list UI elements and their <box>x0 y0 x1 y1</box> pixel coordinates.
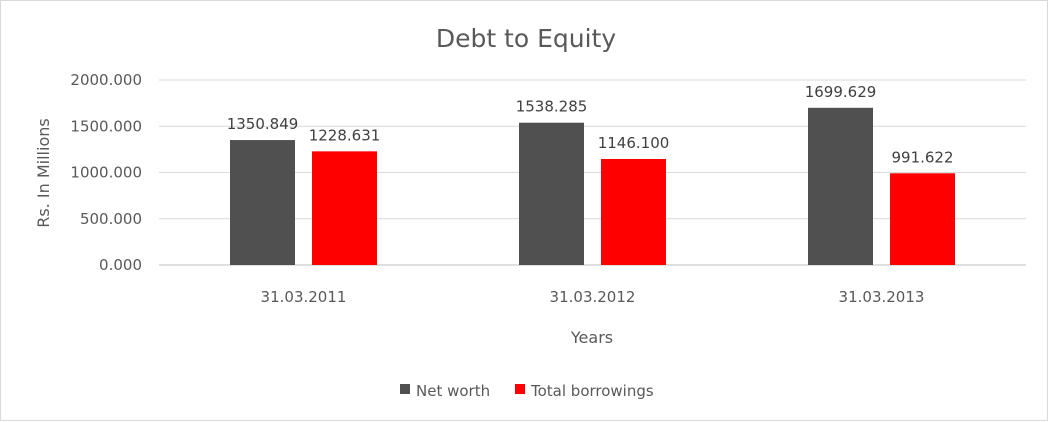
data-label: 1228.631 <box>309 126 381 144</box>
data-label: 1350.849 <box>227 115 299 133</box>
gridlines <box>159 79 1026 266</box>
x-axis-title: Years <box>570 328 613 347</box>
legend-swatch <box>400 384 410 394</box>
legend-label: Total borrowings <box>530 382 654 400</box>
y-tick-label: 0.000 <box>99 256 142 274</box>
x-tick-label: 31.03.2011 <box>261 288 347 306</box>
bar <box>808 107 873 265</box>
y-tick-label: 2000.000 <box>70 71 142 89</box>
x-axis-ticks: 31.03.2011 31.03.2012 31.03.2013 <box>261 288 925 306</box>
bar <box>230 140 295 265</box>
x-tick-label: 31.03.2013 <box>839 288 925 306</box>
y-tick-label: 500.000 <box>80 210 142 228</box>
y-axis-title: Rs. In Millions <box>34 118 53 227</box>
bars <box>230 107 955 265</box>
legend-label: Net worth <box>416 382 490 400</box>
chart-title: Debt to Equity <box>436 24 617 53</box>
x-tick-label: 31.03.2012 <box>550 288 636 306</box>
bar <box>519 122 584 265</box>
bar <box>312 151 377 265</box>
data-label: 991.622 <box>891 148 953 166</box>
data-label: 1699.629 <box>805 83 877 101</box>
bar <box>890 173 955 265</box>
bar <box>601 158 666 265</box>
legend-swatch <box>515 384 525 394</box>
y-axis-ticks: 0.000 500.000 1000.000 1500.000 2000.000 <box>70 71 142 274</box>
data-label: 1146.100 <box>598 134 670 152</box>
y-tick-label: 1000.000 <box>70 164 142 182</box>
data-label: 1538.285 <box>516 98 588 116</box>
y-tick-label: 1500.000 <box>70 117 142 135</box>
legend: Net worth Total borrowings <box>400 382 654 400</box>
data-labels: 1350.849 1228.631 1538.285 1146.100 1699.629… <box>227 83 954 166</box>
